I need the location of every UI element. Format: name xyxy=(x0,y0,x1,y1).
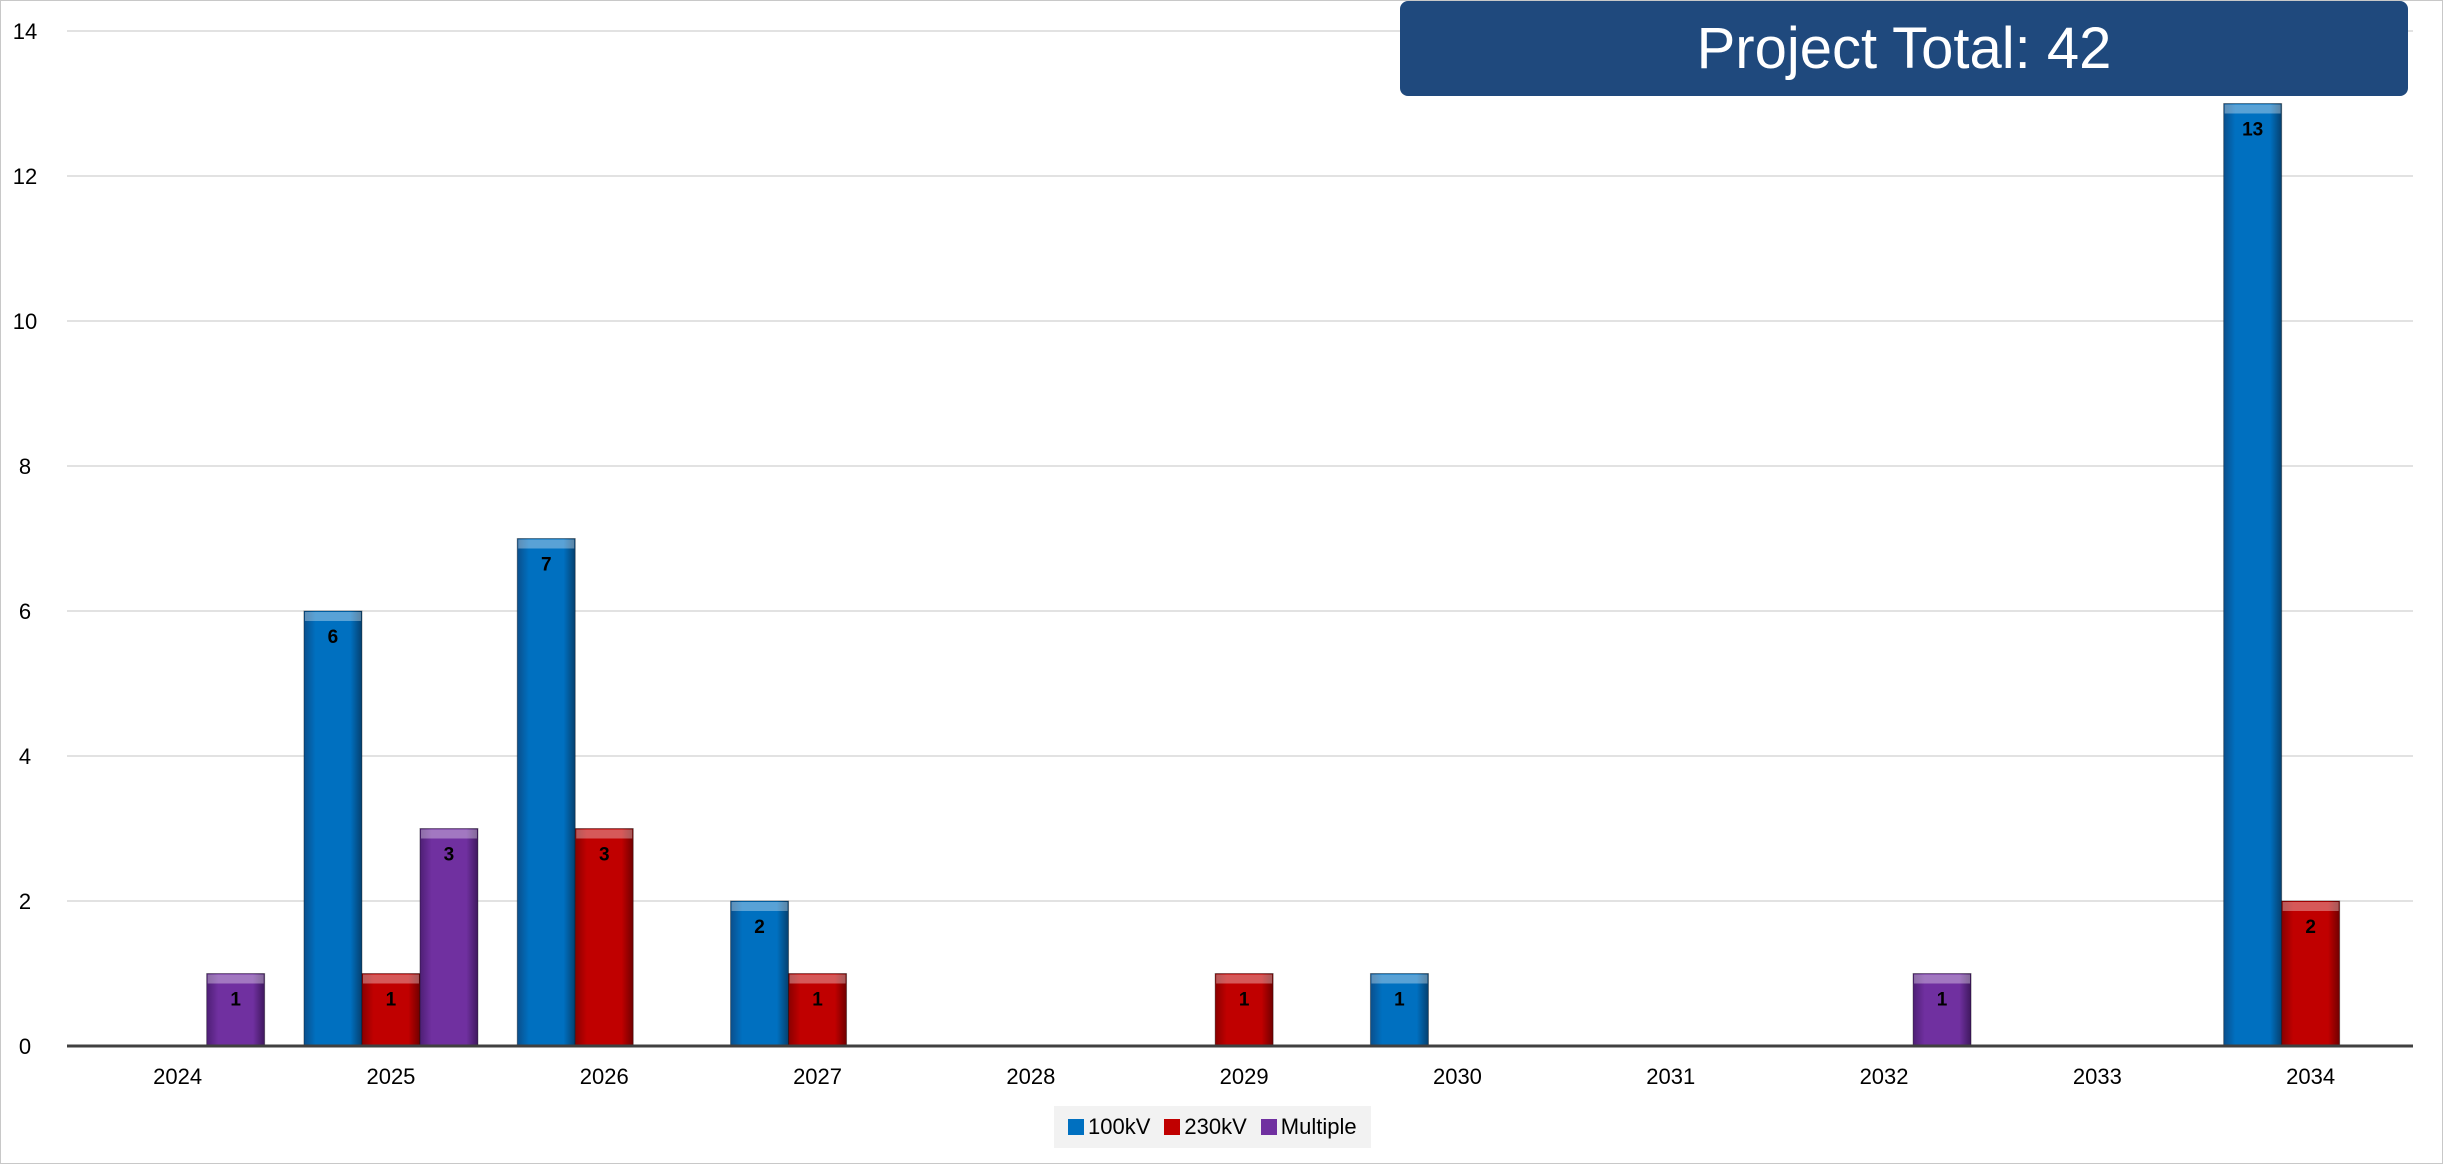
data-label-multiple-2025: 3 xyxy=(444,845,455,866)
bar-230kv-2029 xyxy=(1214,973,1274,1047)
x-tick-label: 2033 xyxy=(2073,1064,2122,1089)
project-total-banner: Project Total: 42 xyxy=(1400,1,2408,96)
legend: 100kV 230kV Multiple xyxy=(1054,1106,1371,1148)
bar-highlight xyxy=(420,829,477,839)
data-label-100kv-2034: 13 xyxy=(2242,120,2263,141)
bar-100kv-2030 xyxy=(1369,973,1429,1047)
legend-label-230kv: 230kV xyxy=(1184,1114,1247,1139)
legend-label-multiple: Multiple xyxy=(1280,1114,1357,1139)
bar-highlight xyxy=(2224,104,2281,114)
x-tick-label: 2025 xyxy=(366,1064,415,1089)
bar-highlight xyxy=(731,902,788,911)
data-label-multiple-2024: 1 xyxy=(230,990,241,1011)
legend-item-100kv: 100kV xyxy=(1068,1114,1150,1140)
data-label-230kv-2034: 2 xyxy=(2305,917,2316,938)
legend-swatch-230kv xyxy=(1164,1119,1181,1135)
x-tick-label: 2027 xyxy=(793,1064,842,1089)
data-label-230kv-2029: 1 xyxy=(1239,990,1250,1011)
x-tick-label: 2034 xyxy=(2286,1064,2335,1089)
bar-100kv-2034 xyxy=(2223,103,2283,1047)
bar-230kv-2034 xyxy=(2281,900,2341,1047)
x-tick-label: 2032 xyxy=(1860,1064,1909,1089)
bar-highlight xyxy=(362,974,419,984)
bar-highlight xyxy=(1371,974,1428,984)
x-tick-label: 2030 xyxy=(1433,1064,1482,1089)
y-tick-label: 10 xyxy=(13,309,37,334)
y-tick-label: 2 xyxy=(19,889,31,914)
bar-highlight xyxy=(576,829,633,839)
bar-highlight xyxy=(518,539,575,549)
y-tick-label: 0 xyxy=(19,1034,31,1059)
x-tick-label: 2031 xyxy=(1646,1064,1695,1089)
bars xyxy=(206,103,2341,1047)
bar-230kv-2025 xyxy=(361,973,421,1047)
bar-highlight xyxy=(1216,974,1273,984)
data-label-230kv-2025: 1 xyxy=(386,990,397,1011)
y-tick-label: 12 xyxy=(13,164,37,189)
data-label-multiple-2032: 1 xyxy=(1937,990,1948,1011)
bar-230kv-2027 xyxy=(788,973,848,1047)
bar-multiple-2025 xyxy=(419,828,479,1047)
bar-100kv-2027 xyxy=(730,900,790,1047)
bar-highlight xyxy=(2282,902,2339,911)
bar-highlight xyxy=(304,612,361,621)
gridlines xyxy=(67,30,2413,902)
project-total-text: Project Total: 42 xyxy=(1696,16,2112,81)
data-label-100kv-2030: 1 xyxy=(1394,990,1405,1011)
legend-item-230kv: 230kV xyxy=(1164,1114,1247,1140)
y-tick-label: 6 xyxy=(19,599,31,624)
legend-label-100kv: 100kV xyxy=(1088,1114,1151,1139)
data-label-100kv-2027: 2 xyxy=(754,917,765,938)
y-axis-ticks: 0 2 4 6 8 10 12 14 xyxy=(13,19,37,1059)
bar-100kv-2025 xyxy=(303,610,363,1047)
legend-swatch-100kv xyxy=(1068,1119,1084,1135)
bar-highlight xyxy=(207,974,264,984)
legend-item-multiple: Multiple xyxy=(1260,1114,1357,1140)
bar-100kv-2026 xyxy=(516,538,576,1047)
x-tick-label: 2024 xyxy=(153,1064,202,1089)
x-tick-label: 2029 xyxy=(1220,1064,1269,1089)
x-axis-ticks: 2024 2025 2026 2027 2028 2029 2030 2031 2032 2033… xyxy=(153,1064,2335,1089)
y-tick-label: 8 xyxy=(19,454,31,479)
data-label-230kv-2026: 3 xyxy=(599,845,610,866)
legend-swatch-multiple xyxy=(1260,1119,1277,1135)
data-label-230kv-2027: 1 xyxy=(812,990,823,1011)
data-label-100kv-2026: 7 xyxy=(541,555,552,576)
y-tick-label: 4 xyxy=(19,744,31,769)
bar-230kv-2026 xyxy=(574,828,634,1047)
bar-highlight xyxy=(789,974,846,984)
x-tick-label: 2026 xyxy=(580,1064,629,1089)
bar-highlight xyxy=(1914,974,1971,984)
y-tick-label: 14 xyxy=(13,19,37,44)
x-tick-label: 2028 xyxy=(1006,1064,1055,1089)
data-label-100kv-2025: 6 xyxy=(328,627,339,648)
